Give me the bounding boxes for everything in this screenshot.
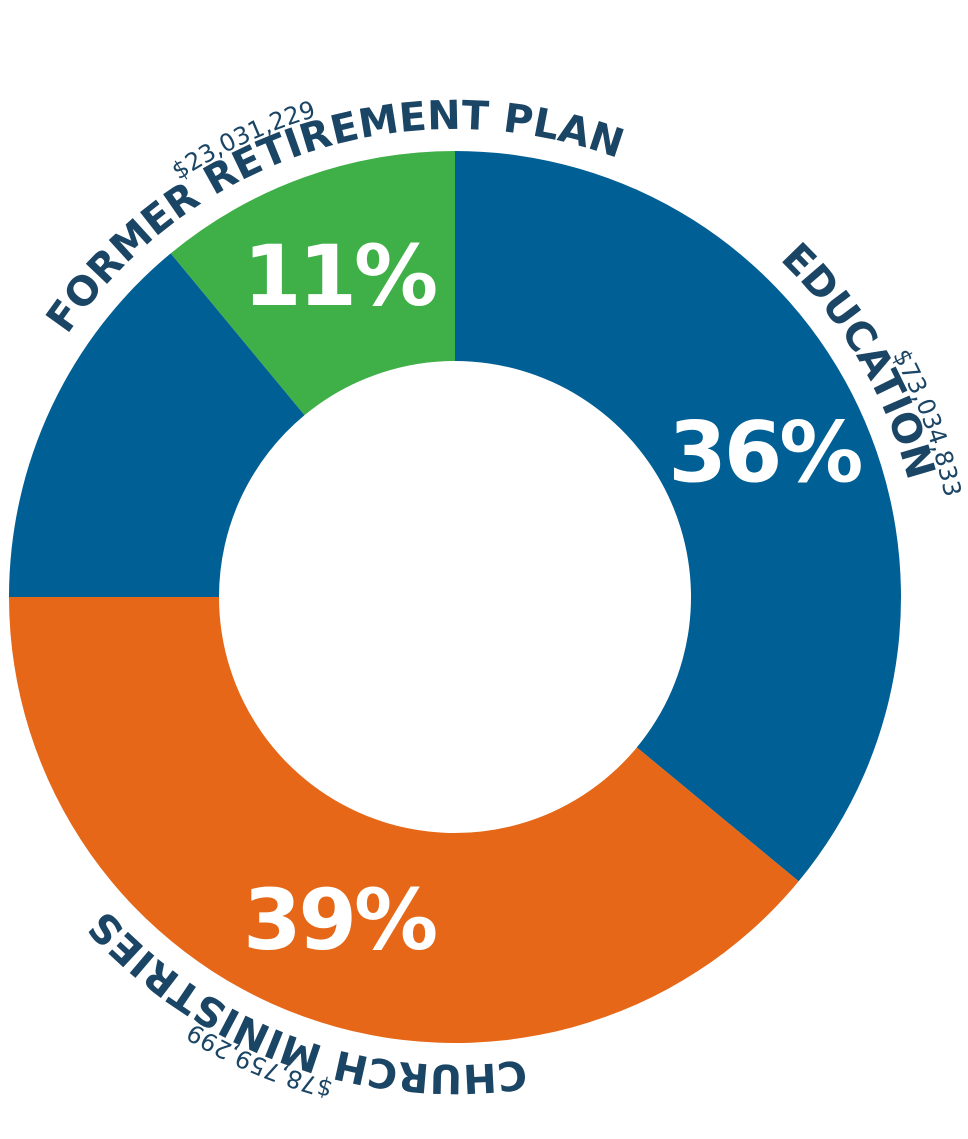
percent-label: 11% <box>243 227 436 325</box>
donut-segment <box>9 253 305 598</box>
donut-segment <box>9 597 799 1044</box>
donut-segment <box>170 151 455 416</box>
percent-label: 36% <box>668 403 861 501</box>
percent-label: 39% <box>243 871 436 969</box>
donut-segment <box>455 151 901 882</box>
